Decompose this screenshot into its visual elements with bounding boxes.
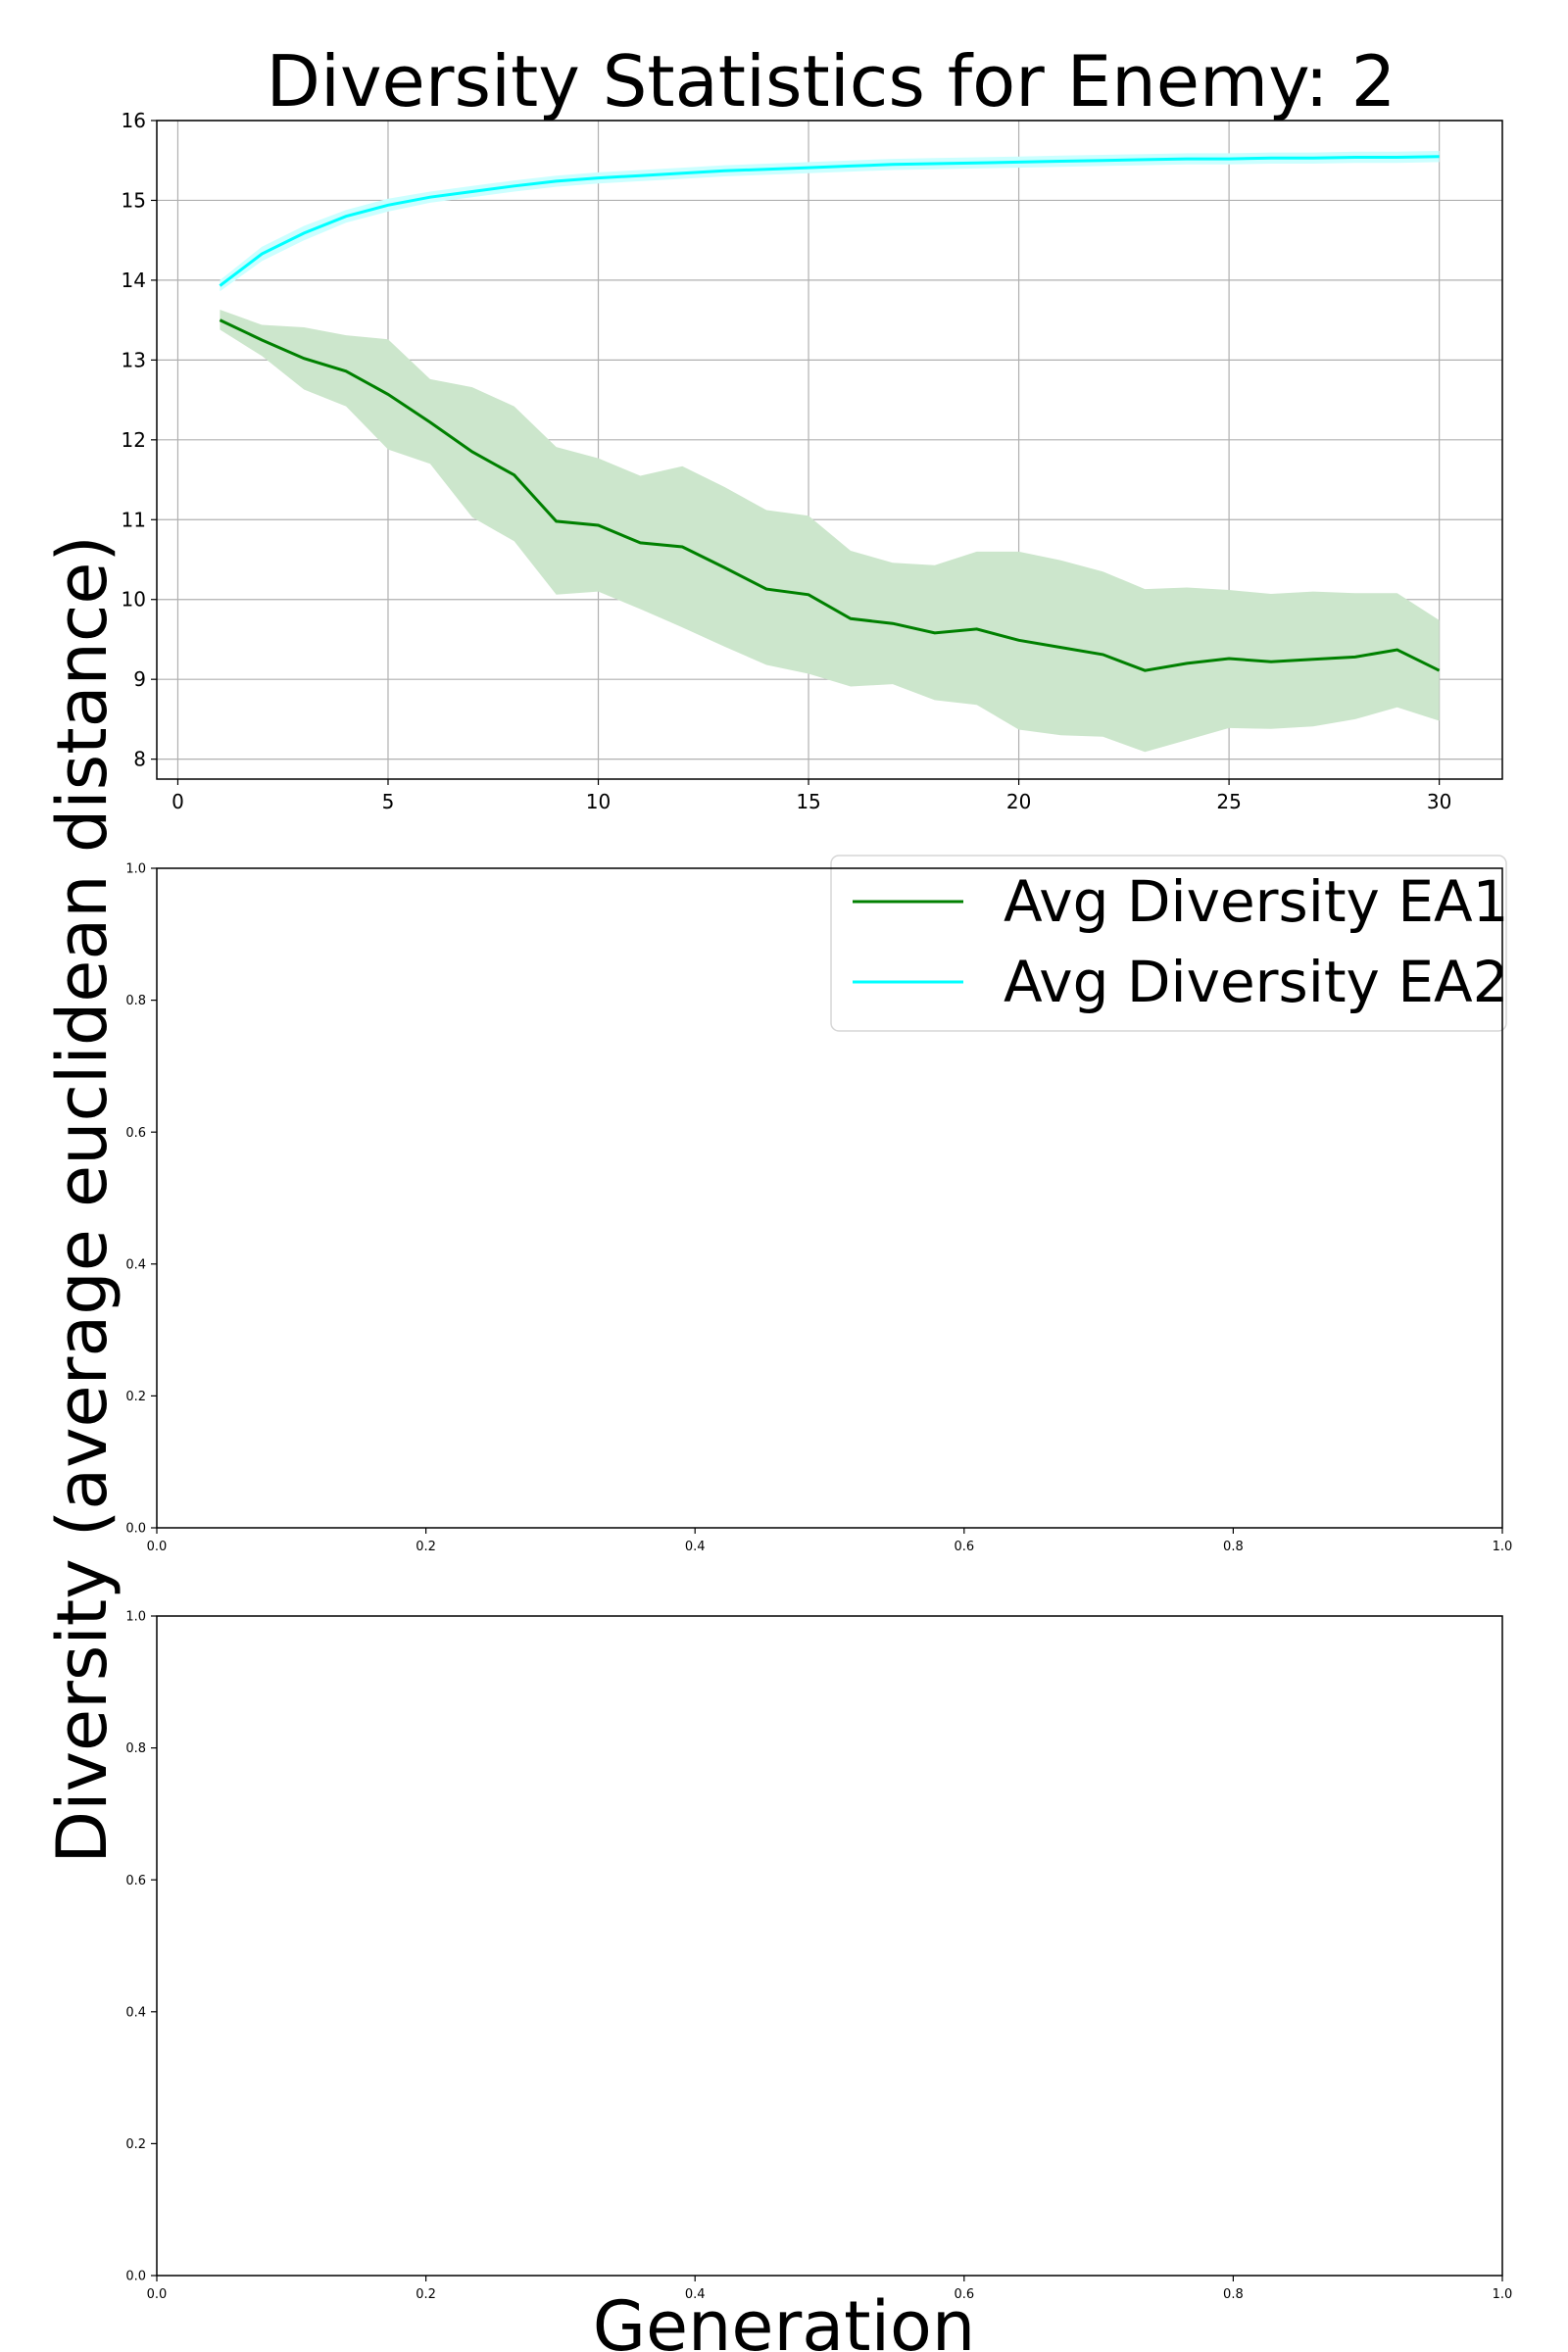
x-tick-label: 25	[1216, 790, 1241, 813]
x-tick-label: 0.2	[416, 2287, 436, 2302]
x-tick-label: 15	[796, 790, 820, 813]
x-tick-label: 0.2	[416, 1540, 436, 1554]
x-tick-label: 0	[172, 790, 184, 813]
y-tick-label: 0.0	[125, 2270, 146, 2284]
x-tick-label: 0.0	[147, 1540, 168, 1554]
y-tick-label: 0.8	[125, 994, 146, 1008]
y-tick-label: 0.2	[125, 2137, 146, 2152]
x-tick-label: 0.4	[685, 2287, 706, 2302]
y-tick-label: 16	[122, 109, 146, 132]
y-tick-label: 10	[122, 588, 146, 612]
series-line-ea2	[219, 155, 1440, 287]
y-tick-label: 0.4	[125, 2005, 146, 2020]
y-tick-label: 0.4	[125, 1257, 146, 1272]
y-tick-label: 1.0	[125, 862, 146, 877]
y-tick-label: 0.6	[125, 1126, 146, 1141]
x-tick-label: 0.4	[685, 1540, 706, 1554]
x-tick-label: 10	[586, 790, 611, 813]
y-tick-label: 13	[122, 348, 146, 371]
legend-box	[830, 855, 1507, 1032]
axes-frame	[156, 867, 1503, 1529]
legend-label-1: Avg Diversity EA1	[1004, 868, 1509, 935]
x-tick-label: 0.8	[1223, 1540, 1244, 1554]
axes-frame	[156, 120, 1503, 780]
y-tick-label: 9	[133, 667, 146, 691]
y-tick-label: 11	[122, 508, 146, 531]
legend: Avg Diversity EA1 Avg Diversity EA2	[830, 855, 1509, 1032]
legend-label-2: Avg Diversity EA2	[1004, 949, 1509, 1015]
y-tick-label: 15	[122, 188, 146, 212]
x-tick-label: 0.0	[147, 2287, 168, 2302]
x-axis-label: Generation	[593, 2286, 976, 2352]
x-tick-label: 0.6	[954, 1540, 974, 1554]
series-band-ea2	[220, 151, 1440, 292]
axes-frame	[156, 1615, 1503, 2277]
y-tick-label: 14	[122, 269, 146, 292]
chart-panel-3: 0.0 0.2 0.4 0.6 0.8 1.0 0.0 0.2 0.4 0.6 0.8 1.0	[125, 1610, 1512, 2302]
y-tick-label: 0.2	[125, 1390, 146, 1404]
figure-title: Diversity Statistics for Enemy: 2	[267, 40, 1396, 122]
series-line-ea1	[219, 318, 1441, 672]
x-tick-label: 0.6	[954, 2287, 974, 2302]
x-tick-label: 5	[382, 790, 395, 813]
series-band-ea1	[220, 310, 1440, 753]
y-tick-label: 1.0	[125, 1610, 146, 1625]
x-tick-label: 30	[1427, 790, 1451, 813]
y-axis-label: Diversity (average euclidean distance)	[42, 535, 122, 1864]
y-tick-label: 12	[122, 428, 146, 452]
x-tick-label: 1.0	[1493, 1540, 1513, 1554]
chart-panel-2: 0.0 0.2 0.4 0.6 0.8 1.0 0.0 0.2 0.4 0.6 0.8 1.0	[125, 862, 1512, 1554]
chart-panel-1: 0 5 10 15 20 25 30 8 9 10 11 12 13 14 15 16	[122, 109, 1503, 813]
y-tick-label: 0.8	[125, 1741, 146, 1756]
x-tick-label: 20	[1006, 790, 1031, 813]
y-tick-label: 0.0	[125, 1522, 146, 1537]
x-tick-label: 1.0	[1493, 2287, 1513, 2302]
y-tick-label: 0.6	[125, 1874, 146, 1888]
x-tick-label: 0.8	[1223, 2287, 1244, 2302]
y-tick-label: 8	[133, 748, 146, 771]
